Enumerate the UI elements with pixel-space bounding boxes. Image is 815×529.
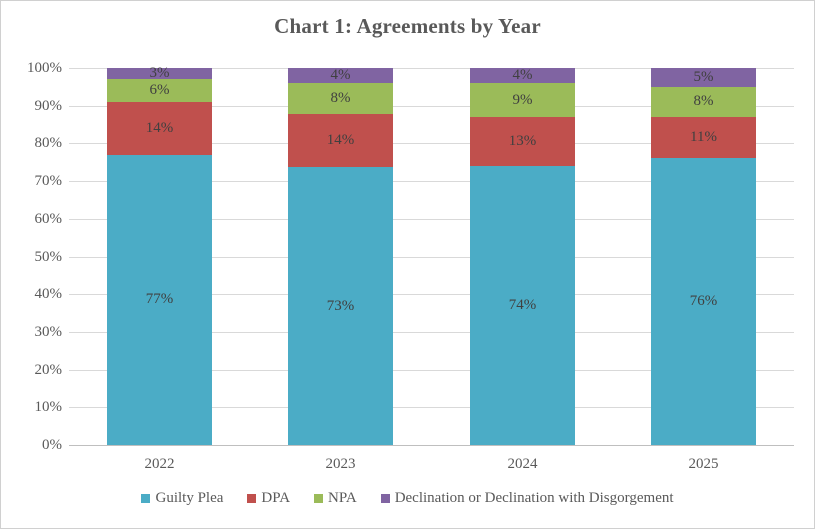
gridline-20 (69, 370, 794, 371)
x-tick-label-2022: 2022 (144, 456, 175, 472)
bar-segment-label-declination-or-declination-with-disgorgement-2024: 4% (512, 67, 533, 84)
bar-segment-label-guilty-plea-2024: 74% (508, 297, 537, 314)
x-axis-line (69, 445, 794, 446)
bar-segment-label-declination-or-declination-with-disgorgement-2023: 4% (330, 67, 351, 84)
bar-segment-label-npa-2025: 8% (693, 93, 714, 110)
bar-segment-label-dpa-2025: 11% (690, 129, 717, 146)
y-tick-label-50: 50% (34, 249, 63, 265)
gridline-100 (69, 68, 794, 69)
legend-swatch-dpa (247, 494, 257, 503)
bar-segment-dpa-2022: 14% (107, 101, 212, 155)
bar-segment-label-dpa-2022: 14% (145, 119, 174, 136)
bar-segment-label-guilty-plea-2023: 73% (326, 297, 355, 314)
bar-2023: 73% 14% 8% 4% (288, 68, 393, 445)
bar-segment-label-dpa-2023: 14% (326, 131, 355, 148)
legend-item-dpa: DPA (247, 490, 290, 507)
bar-segment-label-npa-2023: 8% (330, 89, 351, 106)
gridline-40 (69, 294, 794, 295)
y-tick-label-30: 30% (34, 324, 63, 340)
legend-label-guilty-plea: Guilty Plea (155, 490, 224, 506)
bar-segment-label-declination-or-declination-with-disgorgement-2022: 3% (149, 65, 170, 82)
y-tick-label-90: 90% (34, 98, 63, 114)
legend-swatch-declination-or-declination-with-disgorgement (380, 494, 390, 503)
gridline-60 (69, 219, 794, 220)
plot-area: 77% 14% 6% 3% 73% 14% 8% 4% 74% 13% 9% 4% 76% 11% 8% 5% (69, 65, 794, 446)
bar-segment-label-guilty-plea-2022: 77% (145, 291, 174, 308)
y-tick-label-80: 80% (34, 135, 63, 151)
bar-segment-guilty-plea-2022: 77% (107, 154, 212, 445)
bar-segment-npa-2025: 8% (651, 86, 756, 118)
y-tick-label-20: 20% (34, 362, 63, 378)
y-tick-label-10: 10% (34, 399, 63, 415)
bar-segment-label-declination-or-declination-with-disgorgement-2025: 5% (693, 68, 714, 85)
bar-segment-guilty-plea-2025: 76% (651, 158, 756, 445)
legend-item-guilty-plea: Guilty Plea (141, 490, 223, 507)
bar-segment-npa-2024: 9% (470, 83, 575, 118)
bar-segment-declination-or-declination-with-disgorgement-2022: 3% (107, 65, 212, 82)
bar-segment-guilty-plea-2024: 74% (470, 166, 575, 445)
bar-segment-label-dpa-2024: 13% (508, 133, 537, 150)
chart-title: Chart 1: Agreements by Year (274, 14, 541, 38)
bar-segment-npa-2023: 8% (288, 83, 393, 114)
x-axis: 2022 2023 2024 2025 (69, 456, 794, 476)
bar-segment-declination-or-declination-with-disgorgement-2025: 5% (651, 68, 756, 87)
legend-label-npa: NPA (328, 490, 357, 506)
bar-segment-npa-2022: 6% (107, 79, 212, 102)
x-tick-label-2024: 2024 (507, 456, 538, 472)
bar-2022: 77% 14% 6% 3% (107, 65, 212, 445)
bar-segment-label-npa-2022: 6% (149, 82, 170, 99)
legend-label-declination-or-declination-with-disgorgement: Declination or Declination with Disgorge… (394, 490, 674, 506)
gridline-30 (69, 332, 794, 333)
gridline-80 (69, 143, 794, 144)
gridline-90 (69, 106, 794, 107)
bar-segment-declination-or-declination-with-disgorgement-2024: 4% (470, 67, 575, 84)
bar-2024: 74% 13% 9% 4% (470, 68, 575, 445)
bar-segment-label-guilty-plea-2025: 76% (689, 293, 718, 310)
x-tick-label-2025: 2025 (688, 456, 719, 472)
bar-2025: 76% 11% 8% 5% (651, 68, 756, 445)
y-tick-label-0: 0% (42, 437, 62, 453)
legend-item-npa: NPA (314, 490, 357, 507)
legend-label-dpa: DPA (261, 490, 291, 506)
gridline-70 (69, 181, 794, 182)
legend-swatch-npa (314, 494, 324, 503)
gridline-10 (69, 407, 794, 408)
bar-segment-declination-or-declination-with-disgorgement-2023: 4% (288, 67, 393, 84)
bar-segment-dpa-2025: 11% (651, 117, 756, 159)
y-axis: 0% 10% 20% 30% 40% 50% 60% 70% 80% 90% 100% (1, 60, 63, 453)
legend-swatch-guilty-plea (141, 494, 151, 503)
bar-segment-label-npa-2024: 9% (512, 91, 533, 108)
y-tick-label-100: 100% (27, 60, 62, 76)
bar-segment-dpa-2023: 14% (288, 113, 393, 168)
y-tick-label-70: 70% (34, 173, 63, 189)
y-tick-label-40: 40% (34, 286, 63, 302)
legend-item-declination-or-declination-with-disgorgement: Declination or Declination with Disgorge… (380, 490, 674, 507)
x-tick-label-2023: 2023 (325, 456, 356, 472)
y-tick-label-60: 60% (34, 211, 63, 227)
bar-segment-guilty-plea-2023: 73% (288, 167, 393, 445)
bar-segment-dpa-2024: 13% (470, 117, 575, 167)
legend: Guilty Plea DPA NPA Declination or Declinat… (1, 490, 814, 507)
gridline-50 (69, 257, 794, 258)
